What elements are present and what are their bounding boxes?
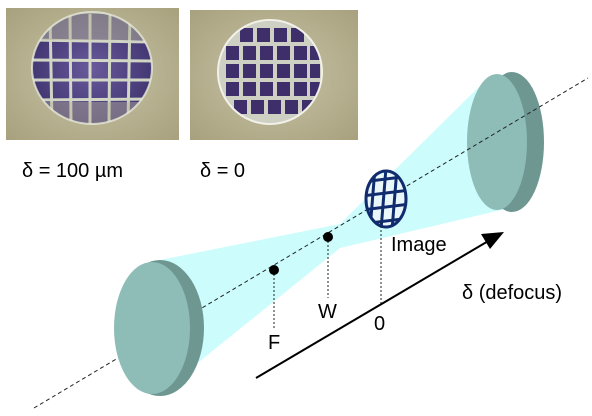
- caption-focused: δ = 0: [200, 160, 245, 182]
- defocus-arrow: [255, 232, 504, 379]
- point-w-marker: [323, 232, 333, 242]
- label-zero: 0: [374, 313, 385, 335]
- point-f-marker: [269, 265, 279, 275]
- photo-defocused: [6, 8, 179, 140]
- drop-lines: [273, 218, 382, 328]
- label-image: Image: [391, 234, 447, 256]
- left-lens: [114, 260, 204, 396]
- right-lens: [467, 72, 544, 212]
- label-defocus-axis: δ (defocus): [462, 282, 562, 304]
- caption-defocused: δ = 100 µm: [22, 160, 123, 182]
- light-beam: [150, 76, 518, 395]
- label-f: F: [268, 332, 280, 354]
- label-w: W: [318, 301, 337, 323]
- photo-focused: [190, 10, 358, 140]
